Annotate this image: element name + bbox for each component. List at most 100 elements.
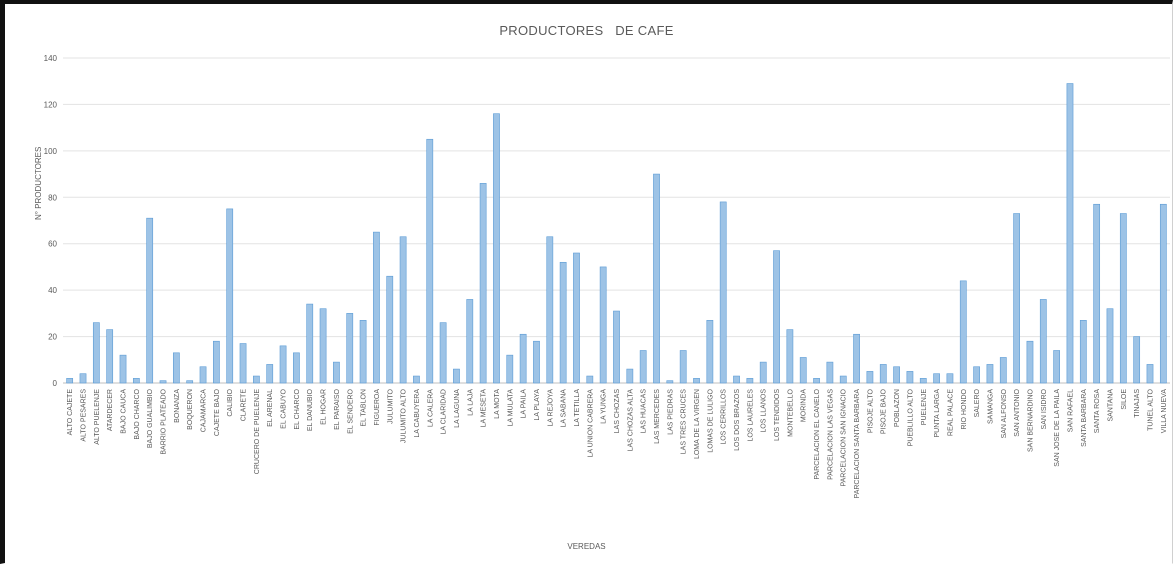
y-tick-label: 100 [44,147,58,156]
x-tick-label: SILOE [1121,389,1128,410]
x-tick-label: PISOJE ALTO [867,388,874,433]
bar [853,333,860,384]
x-tick-label: LOS CERRILLOS [721,389,728,445]
x-tick-label: TINAJAS [1134,389,1141,418]
bar [759,361,767,384]
bar [826,361,834,384]
x-tick-label: PUELENJE [921,389,928,426]
bar [599,266,607,384]
bar [1066,83,1074,384]
bar [293,352,300,384]
x-tick-label: LOS LLANOS [761,389,768,433]
x-tick-label: PARCELACION EL CANELO [814,388,821,479]
bar [359,320,367,384]
x-tick-label: EL CABUYO [281,388,288,428]
bar [746,378,754,384]
bar [1159,203,1167,384]
x-tick-label: PUNTA LARGA [934,389,941,438]
x-tick-label: LA CALERA [427,389,434,427]
x-tick-label: LA LAJA [467,389,474,416]
bar [226,208,234,384]
bar [879,364,887,384]
x-tick-label: CRUCERO DE PUELENJE [254,389,261,475]
x-axis-title: VEREDAS [567,542,606,551]
x-tick-label: LA MESETA [481,389,488,428]
x-tick-label: LA LAGUNA [454,389,461,428]
bar [893,366,900,384]
bar [533,340,540,384]
x-tick-label: LA CLARIDAD [441,389,448,435]
x-tick-label: SAN ISIDRO [1041,388,1048,429]
y-tick-label: 120 [44,100,58,109]
x-tick-label: BOQUERON [187,389,194,430]
y-tick-label: 20 [48,333,57,342]
x-tick-label: LA PLAYA [534,389,541,421]
x-tick-label: CLARETE [241,389,248,422]
x-tick-label: PISOJE BAJO [881,388,888,434]
x-tick-label: EL ARENAL [267,389,274,427]
bar [399,236,407,384]
bar [66,378,74,384]
bar [172,352,180,384]
x-tick-label: SANTA ROSA [1094,389,1101,434]
bar [79,373,87,384]
x-tick-label: BAJO CHARCO [134,388,141,439]
x-tick-label: LA PAILA [521,389,528,419]
bar [946,373,954,384]
x-tick-label: EL CHARCO [294,388,301,429]
bar [253,375,260,384]
bar [279,345,287,384]
bar [1053,350,1061,384]
y-tick-label: 0 [53,379,58,388]
y-tick-label: 60 [48,240,57,249]
x-tick-label: EL PARAISO [334,388,341,429]
x-tick-label: LOMAS DE LULIGO [707,388,714,452]
bar [333,361,340,384]
bar [653,173,660,384]
bar [986,364,994,384]
bar [973,366,980,384]
x-tick-label: LOMA DE LA VIRGEN [694,389,701,459]
bar [933,373,940,384]
bar [453,368,460,384]
x-tick-label: SAN ANTONIO [1014,388,1021,436]
bar [493,113,500,384]
x-tick-label: FIGUEROA [374,389,381,426]
x-tick-label: EL SENDERO [347,388,354,433]
bar [426,138,434,384]
bar [959,280,967,384]
x-tick-label: LAS MERCEDES [654,389,661,444]
x-tick-label: ALTO PUELENJE [94,389,101,445]
bar [213,340,220,384]
bar [466,299,474,384]
x-tick-label: SAN ALFONSO [1001,388,1008,438]
x-tick-label: ALTO PESARES [81,389,88,442]
bar [92,322,100,384]
x-tick-label: POBLAZON [894,389,901,427]
bar [799,357,807,384]
bar [559,261,567,384]
y-tick-label: 140 [44,54,58,63]
x-tick-label: SANTANA [1107,389,1114,422]
chart-title: PRODUCTORES DE CAFE [499,23,674,38]
x-tick-label: LOS LAURELES [747,389,754,442]
x-tick-label: VILLA NUEVA [1161,389,1168,434]
bar [573,252,580,384]
x-tick-label: SAN RAFAEL [1067,389,1074,432]
x-tick-label: BAJO GUALIMBIO [147,388,154,448]
bar [319,308,327,384]
bar [999,357,1007,384]
x-tick-label: LA REJOYA [547,389,554,427]
x-tick-label: LOS TENDIDOS [774,389,781,441]
bar [199,366,207,384]
x-tick-label: BONANZA [174,389,181,423]
y-tick-label: 80 [48,193,57,202]
x-tick-label: PARCELACION SAN IGNACIO [841,388,848,486]
bar [306,303,314,384]
x-tick-label: RIO HONDO [961,388,968,429]
x-tick-label: CALIBIO [227,388,234,416]
x-tick-label: LA UNION CABRERA [587,389,594,458]
bar [1106,308,1114,384]
x-tick-label: CAJETE BAJO [214,388,221,436]
